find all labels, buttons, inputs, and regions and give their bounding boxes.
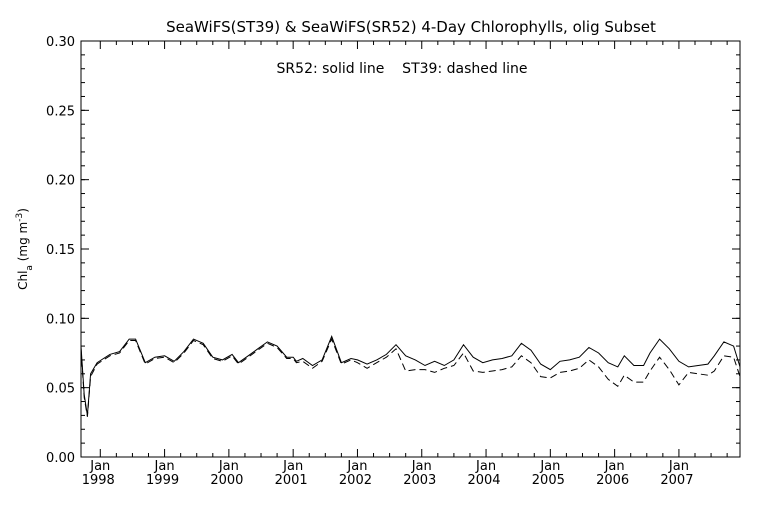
x-tick-label-year: 2005 bbox=[532, 473, 565, 488]
y-tick-label: 0.25 bbox=[46, 104, 75, 119]
series-group bbox=[80, 335, 741, 417]
x-tick-label-year: 2002 bbox=[339, 473, 372, 488]
y-tick-label: 0.20 bbox=[46, 174, 75, 189]
y-tick-label: 0.05 bbox=[46, 382, 75, 397]
plot-frame bbox=[80, 40, 741, 458]
y-axis-label-sub: a bbox=[25, 265, 35, 271]
x-tick-label-year: 2003 bbox=[403, 473, 436, 488]
x-tick-label-month: Jan bbox=[411, 459, 432, 474]
y-tick-label: 0.10 bbox=[46, 312, 75, 327]
y-tick-label: 0.15 bbox=[46, 243, 75, 258]
y-tick-label: 0.30 bbox=[46, 35, 75, 50]
x-tick-label-month: Jan bbox=[539, 459, 560, 474]
series-st39-dashed-line bbox=[80, 337, 741, 417]
series-sr52-solid-line bbox=[80, 335, 741, 416]
x-tick-label-month: Jan bbox=[604, 459, 625, 474]
x-tick-label-month: Jan bbox=[475, 459, 496, 474]
y-axis-label-sup: -3 bbox=[15, 213, 25, 222]
y-axis-label-main: Chl bbox=[16, 271, 30, 290]
y-axis-label-close: ) bbox=[16, 208, 30, 213]
x-tick-label-month: Jan bbox=[154, 459, 175, 474]
chart-title: SeaWiFS(ST39) & SeaWiFS(SR52) 4-Day Chlo… bbox=[166, 18, 656, 36]
x-tick-label-month: Jan bbox=[218, 459, 239, 474]
x-tick-label-month: Jan bbox=[346, 459, 367, 474]
x-tick-label-year: 2001 bbox=[275, 473, 308, 488]
x-tick-label-month: Jan bbox=[89, 459, 110, 474]
x-tick-label-year: 2006 bbox=[596, 473, 629, 488]
x-tick-label-year: 2004 bbox=[467, 473, 500, 488]
y-axis-label: Chla (mg m-3) bbox=[15, 208, 35, 290]
x-tick-label-year: 1998 bbox=[82, 473, 115, 488]
legend-annotation: SR52: solid line ST39: dashed line bbox=[277, 61, 528, 77]
y-axis-label-units: (mg m bbox=[16, 222, 30, 265]
x-tick-label-year: 1999 bbox=[146, 473, 179, 488]
y-axis: 0.00 0.05 0.10 0.15 0.20 0.25 0.30 bbox=[46, 35, 740, 466]
x-tick-label-month: Jan bbox=[282, 459, 303, 474]
x-tick-label-month: Jan bbox=[668, 459, 689, 474]
x-axis: Jan1998Jan1999Jan2000Jan2001Jan2002Jan20… bbox=[82, 41, 728, 488]
x-tick-label-year: 2007 bbox=[660, 473, 693, 488]
y-tick-label: 0.00 bbox=[46, 451, 75, 466]
x-tick-label-year: 2000 bbox=[210, 473, 243, 488]
